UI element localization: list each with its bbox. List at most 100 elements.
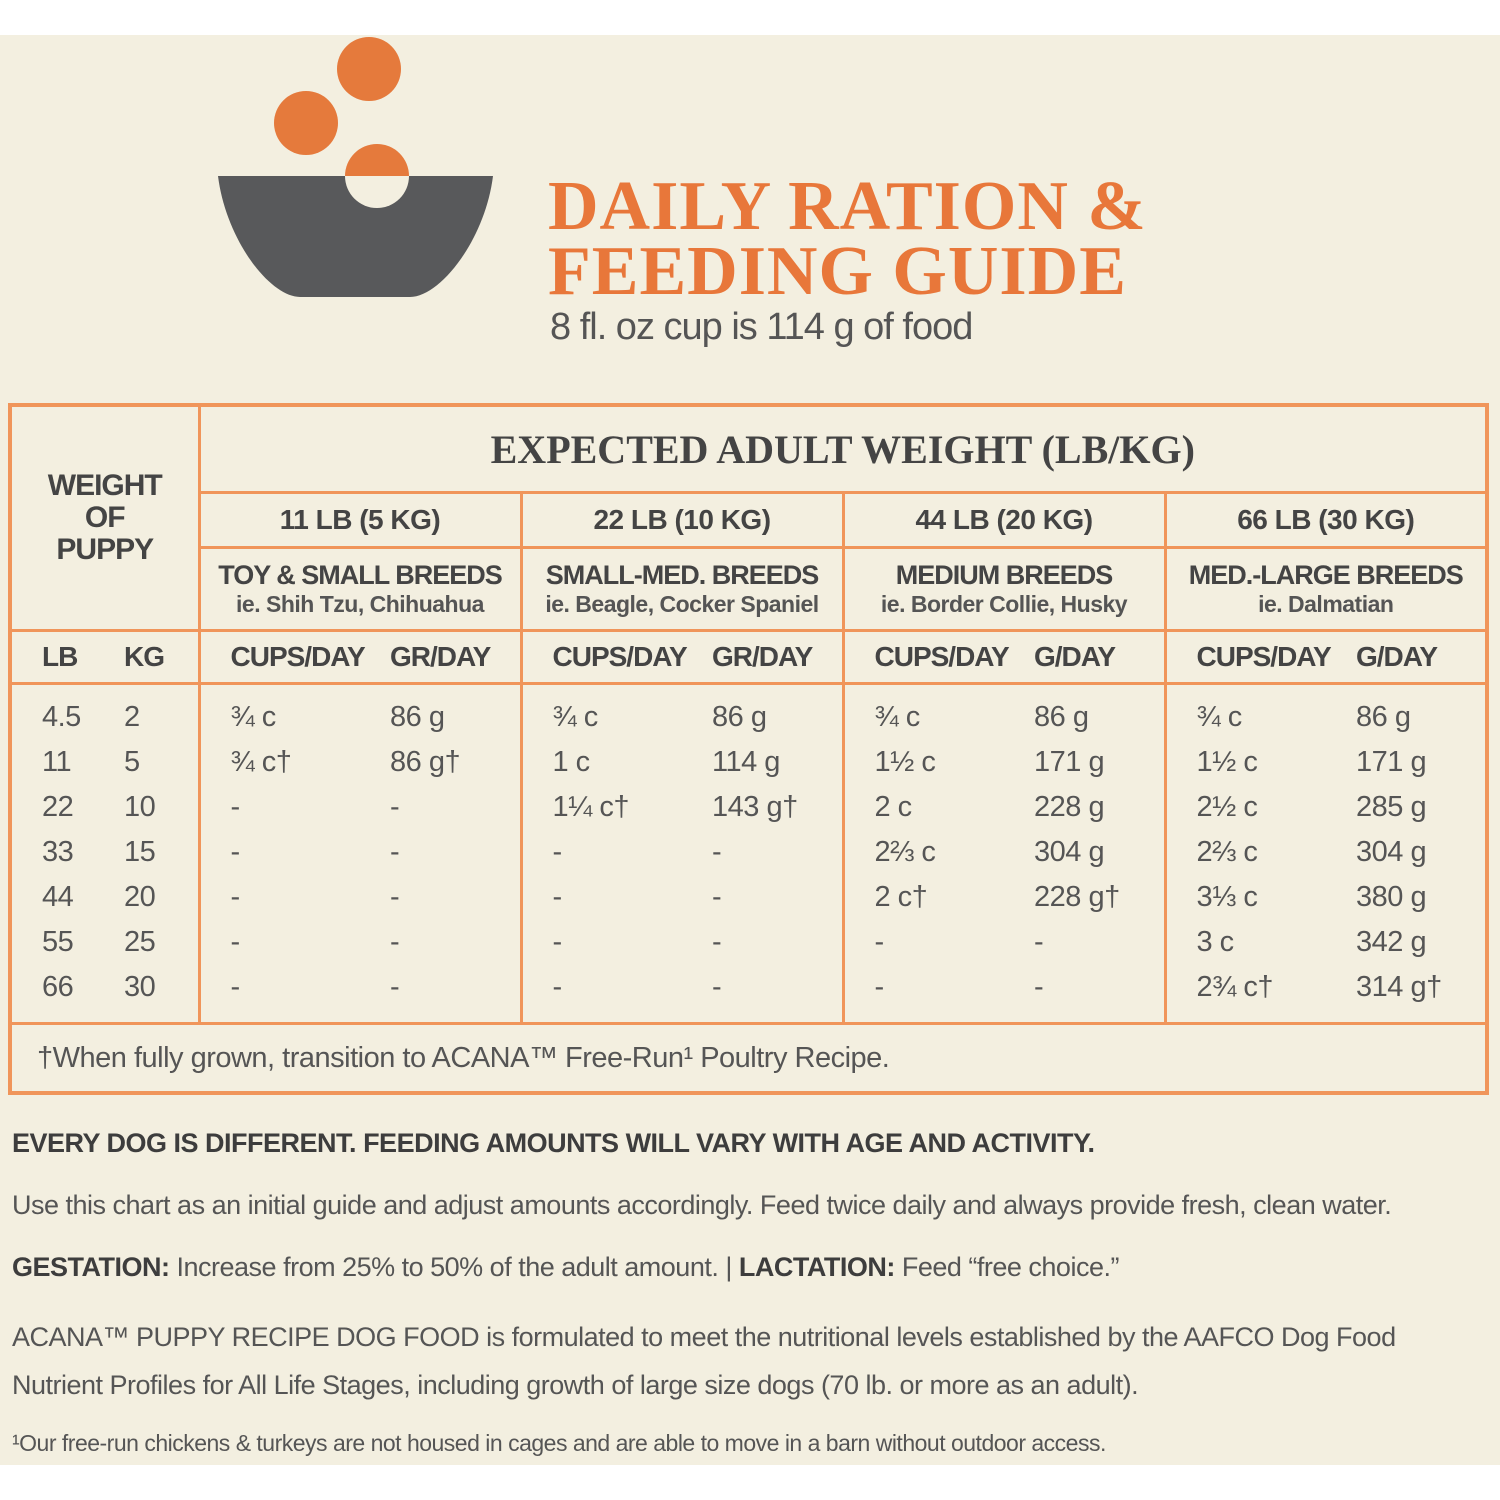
header-row: WEIGHT OF PUPPY EXPECTED ADULT WEIGHT (LB/K…: [10, 405, 1488, 632]
cell: 86 g: [390, 701, 445, 733]
cell: 143 g†: [712, 791, 798, 823]
text: Feed “free choice.”: [901, 1252, 1120, 1282]
data-row: 44 20- - - -2 c† 228 g† 3⅓ c 380 g: [10, 875, 1487, 920]
unit: CUPS/DAY: [197, 630, 366, 685]
cell: -: [197, 965, 360, 1025]
cell: -: [390, 881, 400, 913]
label: GESTATION:: [12, 1252, 170, 1282]
breed-example: ie. Beagle, Cocker Spaniel: [545, 591, 819, 617]
breed-example: ie. Shih Tzu, Chihuahua: [236, 591, 484, 617]
data-row: 11 5 ¾ c† 86 g† 1 c 114 g 1½ c 171 g 1½ c 171 g: [10, 740, 1487, 785]
cell: -: [360, 965, 521, 1025]
breed-example: ie. Border Collie, Husky: [880, 591, 1128, 617]
cell: 86 g: [1034, 701, 1089, 733]
aafco-note: ACANA™ PUPPY RECIPE DOG FOOD is formulat…: [12, 1322, 1396, 1400]
feeding-table: WEIGHT OF PUPPY EXPECTED ADULT WEIGHT (LB/K…: [8, 403, 1490, 1095]
cell: -: [519, 920, 682, 965]
cell: -: [712, 836, 722, 868]
group-header: EXPECTED ADULT WEIGHT (LB/KG): [197, 405, 1488, 494]
title: DAILY RATION &: [548, 168, 1147, 245]
cell: 114 g: [712, 746, 780, 778]
cell: -: [519, 965, 682, 1025]
cell: 1 c: [519, 740, 682, 785]
unit: CUPS/DAY: [519, 630, 688, 685]
cell: 171 g: [1356, 746, 1427, 778]
cell: 5: [124, 746, 140, 778]
weight-unit: LB: [10, 630, 104, 685]
cell: -: [197, 920, 360, 965]
breed-example: ie. Dalmatian: [1258, 591, 1394, 617]
cell: 33: [42, 836, 74, 868]
cell: ¾ c: [197, 683, 360, 740]
cell: 1½ c: [1163, 740, 1326, 785]
row-header-line: WEIGHT: [47, 469, 163, 502]
label: LACTATION:: [738, 1252, 895, 1282]
cell: -: [712, 881, 722, 913]
cell: 3 c: [1163, 920, 1326, 965]
breed: MED.-LARGE BREEDS: [1188, 560, 1464, 590]
cell: -: [390, 791, 400, 823]
breed: MEDIUM BREEDS: [895, 560, 1114, 590]
cell: 2½ c: [1163, 785, 1326, 830]
footnote: ¹Our free-run chickens & turkeys are not…: [12, 1430, 1106, 1456]
cell: 4.5: [42, 701, 81, 733]
breed: TOY & SMALL BREEDS: [218, 560, 503, 590]
cell: 1½ c: [841, 740, 1004, 785]
breed: SMALL-MED. BREEDS: [545, 560, 820, 590]
data-row: 66 30- - - - - -2¾ c† 314 g†: [10, 965, 1488, 1025]
text: Increase from 25% to 50% of the adult am…: [176, 1252, 733, 1282]
cell: 314 g†: [1326, 965, 1488, 1025]
cell: 25: [124, 926, 156, 958]
cell: -: [390, 836, 400, 868]
cell: 2 c: [841, 785, 1004, 830]
cell: -: [519, 830, 682, 875]
cell: -: [1034, 926, 1044, 958]
cell: 285 g: [1356, 791, 1427, 823]
breed-cell: SMALL-MED. BREEDS ie. Beagle, Cocker Span…: [519, 547, 843, 632]
data-row: 55 25- - - - - -3 c 342 g: [10, 920, 1487, 965]
unit: GR/DAY: [360, 630, 521, 685]
cell: 342 g: [1356, 926, 1427, 958]
cell: 86 g†: [390, 746, 461, 778]
cell: -: [519, 875, 682, 920]
cell: 2¾ c†: [1163, 965, 1326, 1025]
unit: G/DAY: [1326, 630, 1488, 685]
breed-cell: MEDIUM BREEDS ie. Border Collie, Husky: [841, 547, 1165, 632]
subtitle: 8 fl. oz cup is 114 g of food: [550, 306, 973, 348]
row-header-line: PUPPY: [56, 533, 154, 566]
gestation-note: GESTATION: Increase from 25% to 50% of t…: [12, 1252, 1492, 1283]
cell: 2: [124, 701, 140, 733]
cell: 2⅔ c: [841, 830, 1004, 875]
unit-row: LB KG CUPS/DAY GR/DAY CUPS/DAY GR/DAY CUPS/DAY…: [10, 630, 1488, 685]
data-row: 33 15- - - -2⅔ c 304 g 2⅔ c 304 g: [10, 830, 1487, 875]
cell: -: [390, 926, 400, 958]
cell: 22: [42, 791, 74, 823]
cell: 15: [124, 836, 156, 868]
breed-cell: TOY & SMALL BREEDS ie. Shih Tzu, Chihuahu…: [197, 547, 521, 632]
cell: 380 g: [1356, 881, 1427, 913]
unit: CUPS/DAY: [1163, 630, 1332, 685]
unit: G/DAY: [1004, 630, 1165, 685]
notes-heading: EVERY DOG IS DIFFERENT. FEEDING AMOUNTS …: [12, 1128, 1095, 1158]
title: FEEDING GUIDE: [548, 233, 1127, 310]
row-header-line: OF: [84, 501, 126, 534]
adult-weight: 44 LB (20 KG): [841, 492, 1165, 549]
cell: 2 c†: [841, 875, 1004, 920]
cell: 228 g: [1034, 791, 1105, 823]
cell: 10: [124, 791, 156, 823]
adult-weight: 66 LB (30 KG): [1163, 492, 1488, 549]
breed-row: TOY & SMALL BREEDS ie. Shih Tzu, Chihuahu…: [10, 547, 1488, 632]
data-row: 22 10 - - 1¼ c† 143 g† 2 c 228 g 2½ c 285 g: [10, 785, 1487, 830]
table-footnote: †When fully grown, transition to ACANA™ …: [37, 1041, 890, 1074]
unit: GR/DAY: [682, 630, 843, 685]
cell: 228 g†: [1034, 881, 1120, 913]
cell: 55: [42, 926, 74, 958]
cell: -: [197, 830, 360, 875]
cell: 30: [104, 965, 199, 1025]
cell: -: [682, 965, 843, 1025]
unit: CUPS/DAY: [841, 630, 1010, 685]
cell: 20: [124, 881, 156, 913]
adult-weight: 22 LB (10 KG): [519, 492, 843, 549]
cell: 66: [10, 965, 104, 1025]
